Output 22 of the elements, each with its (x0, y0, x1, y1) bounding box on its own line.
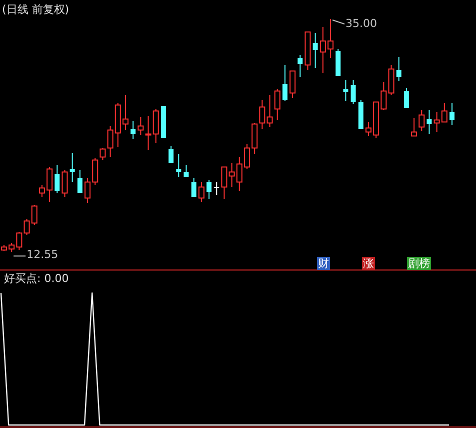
candlestick (70, 152, 75, 183)
candlestick (206, 179, 212, 200)
text: 剧榜 (408, 257, 430, 270)
candlestick (298, 54, 303, 78)
candlestick (396, 56, 402, 82)
candlestick (259, 99, 266, 130)
candlestick (130, 120, 136, 140)
annotation: 35.00 (346, 17, 378, 30)
candlestick (54, 164, 60, 194)
candlestick (426, 110, 432, 134)
candlestick (450, 102, 454, 126)
candlestick (350, 80, 356, 104)
candlestick (176, 154, 182, 178)
chart-title: 好买点: 0.00 (4, 272, 69, 285)
candlestick (343, 80, 348, 102)
annotation: 12.55 (26, 248, 58, 261)
candlestick (138, 116, 144, 136)
chart-title: (日线 前复权) (2, 3, 70, 16)
text: 涨 (363, 257, 374, 270)
candlestick (282, 64, 288, 102)
candlestick (312, 32, 318, 68)
text: 财 (318, 257, 329, 270)
